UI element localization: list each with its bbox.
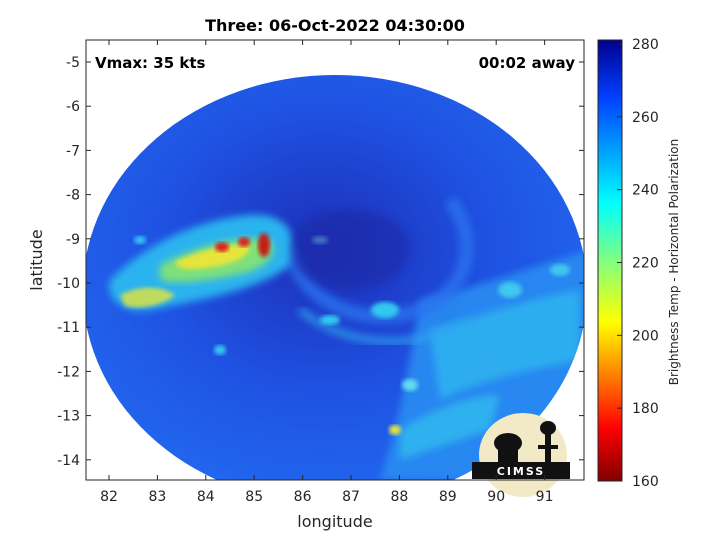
y-tick-label: -5 xyxy=(66,55,80,71)
colorbar-tick-label: 220 xyxy=(632,256,659,272)
y-tick-label: -6 xyxy=(66,99,80,115)
satellite-swath xyxy=(86,75,584,480)
colorbar-tick-label: 280 xyxy=(632,37,659,53)
x-tick-label: 87 xyxy=(342,489,360,505)
logo-text: CIMSS xyxy=(497,465,545,478)
time-away-annotation: 00:02 away xyxy=(479,54,576,72)
colorbar xyxy=(597,39,623,482)
x-axis-label: longitude xyxy=(297,512,372,531)
y-tick-label: -8 xyxy=(66,188,80,204)
y-tick-label: -7 xyxy=(66,143,80,159)
colorbar-tick-label: 200 xyxy=(632,328,659,344)
vmax-annotation: Vmax: 35 kts xyxy=(95,54,205,72)
x-tick-label: 85 xyxy=(245,489,263,505)
x-tick-label: 89 xyxy=(439,489,457,505)
x-tick-label: 88 xyxy=(390,489,408,505)
x-tick-label: 82 xyxy=(100,489,118,505)
y-tick-label: -11 xyxy=(57,320,80,336)
colorbar-label: Brightness Temp - Horizontal Polarizatio… xyxy=(667,139,681,386)
x-tick-label: 83 xyxy=(148,489,166,505)
chart-title: Three: 06-Oct-2022 04:30:00 xyxy=(205,16,465,35)
y-tick-label: -9 xyxy=(66,232,80,248)
colorbar-tick-label: 160 xyxy=(632,474,659,490)
colorbar-tick-label: 180 xyxy=(632,401,659,417)
x-tick-label: 90 xyxy=(487,489,505,505)
y-axis: -5 -6 -7 -8 -9 -10 -11 -12 -13 -14 xyxy=(57,55,584,469)
y-tick-label: -10 xyxy=(57,276,80,292)
y-tick-label: -14 xyxy=(57,453,80,469)
y-axis-label: latitude xyxy=(27,229,46,290)
x-axis: 82 83 84 85 86 87 88 89 90 91 xyxy=(100,40,554,505)
y-tick-label: -13 xyxy=(57,409,80,425)
x-tick-label: 84 xyxy=(197,489,215,505)
colorbar-tick-label: 260 xyxy=(632,110,659,126)
colorbar-tick-label: 240 xyxy=(632,183,659,199)
colorbar-ticks: 280 260 240 220 200 180 160 xyxy=(617,37,659,490)
x-tick-label: 91 xyxy=(536,489,554,505)
y-tick-label: -12 xyxy=(57,364,80,380)
x-tick-label: 86 xyxy=(294,489,312,505)
plot-border xyxy=(85,39,585,481)
